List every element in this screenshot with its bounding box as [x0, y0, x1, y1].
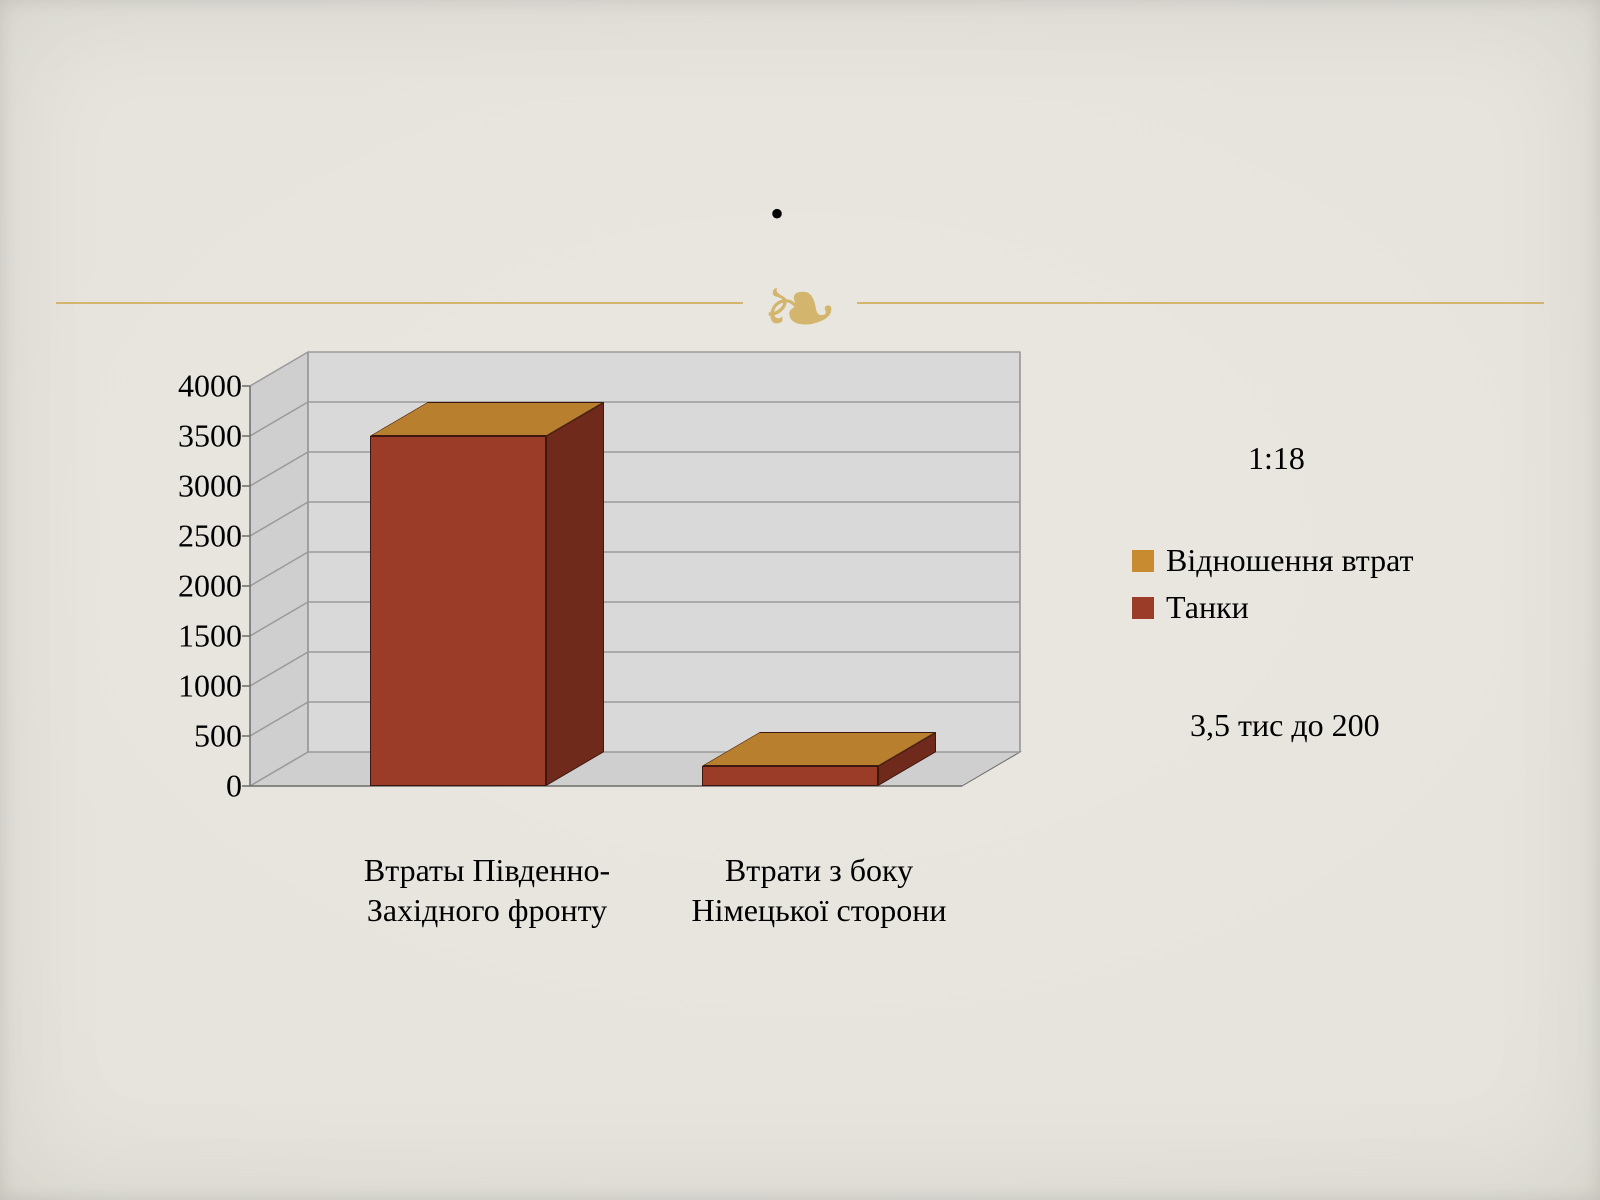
y-tick-label: 4000 [178, 368, 242, 405]
bars-layer [250, 352, 1020, 786]
legend-item: Відношення втрат [1132, 542, 1414, 579]
legend-label: Відношення втрат [1166, 542, 1414, 579]
y-axis: 05001000150020002500300035004000 [130, 352, 242, 786]
bar-chart: 0 500 1000 1500 2000 2500 3000 3500 4000 Втраты … [130, 330, 1060, 946]
y-tick-label: 1500 [178, 618, 242, 655]
legend: Відношення втрат Танки [1132, 542, 1414, 626]
legend-swatch [1132, 597, 1154, 619]
title-dot: • [770, 194, 784, 234]
category-label: Втраты Південно-Західного фронту [337, 850, 637, 930]
y-tick-label: 3000 [178, 468, 242, 505]
legend-label: Танки [1166, 589, 1249, 626]
y-tick-label: 500 [194, 718, 242, 755]
y-tick-label: 2500 [178, 518, 242, 555]
y-tick-label: 0 [226, 768, 242, 805]
bar [702, 766, 878, 786]
legend-swatch [1132, 550, 1154, 572]
ornament-rule-right [857, 302, 1544, 304]
ratio-text: 1:18 [1248, 440, 1305, 477]
note-text: 3,5 тис до 200 [1190, 707, 1380, 744]
y-tick-label: 3500 [178, 418, 242, 455]
ornament-rule-left [56, 302, 743, 304]
y-tick-label: 2000 [178, 568, 242, 605]
bar [370, 436, 546, 786]
category-label: Втрати з боку Німецької сторони [669, 850, 969, 930]
plot-area [250, 352, 1020, 786]
y-tick-label: 1000 [178, 668, 242, 705]
legend-item: Танки [1132, 589, 1414, 626]
